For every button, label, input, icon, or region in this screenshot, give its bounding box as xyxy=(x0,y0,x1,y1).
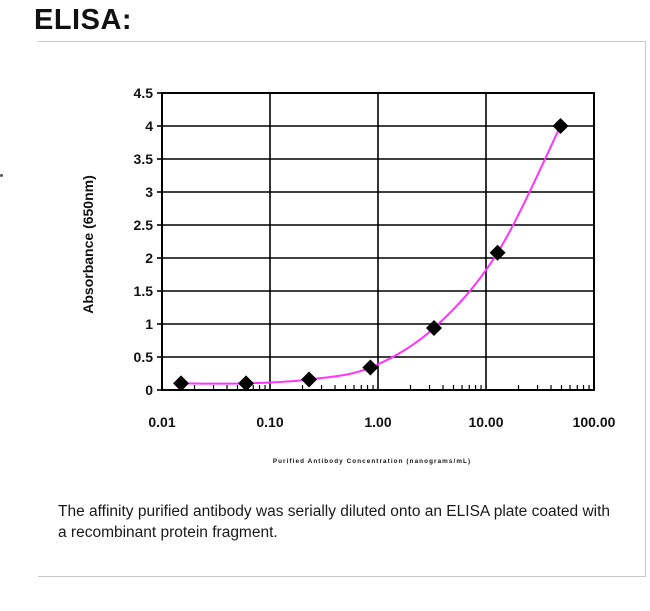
y-tick-label: 3 xyxy=(145,184,153,200)
y-tick-label: 2.5 xyxy=(134,217,154,233)
page-title: ELISA: xyxy=(34,4,133,36)
data-points xyxy=(173,118,569,392)
x-tick-label: 10.00 xyxy=(468,414,503,430)
x-tick-labels: 0.01 0.10 1.00 10.00 100.00 xyxy=(148,414,615,430)
figure-caption: The affinity purified antibody was seria… xyxy=(58,503,611,541)
x-tick-label: 0.01 xyxy=(148,414,175,430)
y-tick-label: 4 xyxy=(145,118,153,134)
y-tick-label: 1.5 xyxy=(134,283,154,299)
fit-curve xyxy=(181,125,562,385)
y-tick-label: 1 xyxy=(145,316,153,332)
y-tick-label: 0 xyxy=(145,382,153,398)
margin-mark xyxy=(0,174,3,177)
data-point xyxy=(489,244,506,261)
data-point xyxy=(238,375,255,392)
chart-grid xyxy=(157,92,595,391)
y-tick-label: 0.5 xyxy=(134,349,154,365)
data-point xyxy=(425,319,442,336)
plot-frame xyxy=(161,92,595,391)
y-tick-label: 4.5 xyxy=(134,85,154,101)
y-axis-label: Absorbance (650nm) xyxy=(80,175,96,313)
y-tick-label: 2 xyxy=(145,250,153,266)
y-tick-label: 3.5 xyxy=(134,151,154,167)
data-point xyxy=(552,118,569,134)
data-point xyxy=(173,375,190,392)
figure-panel xyxy=(38,41,646,577)
x-axis-label: Purified Antibody Concentration (nanogra… xyxy=(273,458,471,465)
x-tick-label: 100.00 xyxy=(573,414,616,430)
y-tick-labels: 0 0.5 1 1.5 2 2.5 3 3.5 4 4.5 xyxy=(134,85,154,398)
x-tick-label: 0.10 xyxy=(256,414,283,430)
data-point xyxy=(301,371,318,388)
x-tick-label: 1.00 xyxy=(364,414,391,430)
data-point xyxy=(362,359,379,376)
